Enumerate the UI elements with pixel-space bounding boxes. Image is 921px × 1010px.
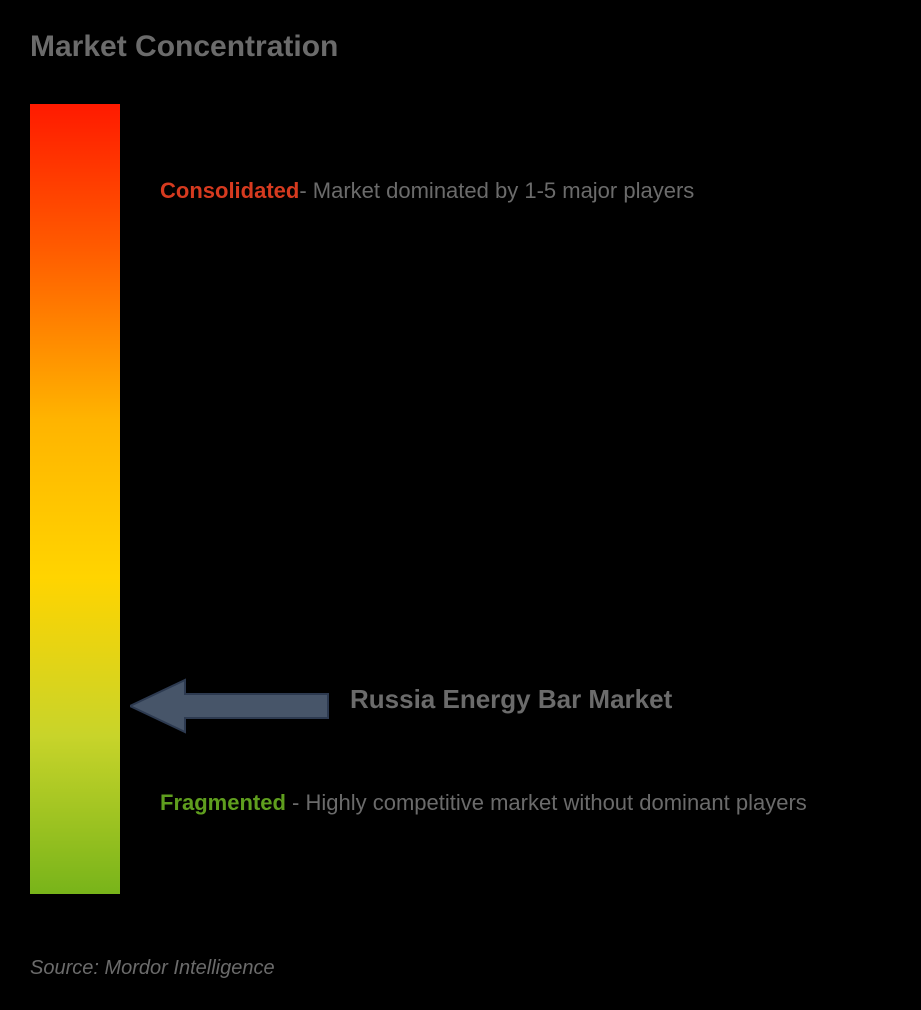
fragmented-desc: - Highly competitive market without domi… [286,790,807,815]
arrow-icon [130,680,328,732]
gradient-bar [30,104,120,894]
market-name-label: Russia Energy Bar Market [350,684,672,715]
consolidated-term: Consolidated [160,178,299,203]
concentration-chart: Consolidated- Market dominated by 1-5 ma… [30,104,891,924]
fragmented-term: Fragmented [160,790,286,815]
fragmented-label: Fragmented - Highly competitive market w… [160,784,900,821]
consolidated-label: Consolidated- Market dominated by 1-5 ma… [160,174,900,207]
marker-arrow [130,676,330,736]
source-attribution: Source: Mordor Intelligence [30,957,275,980]
page-title: Market Concentration [30,30,891,64]
consolidated-desc: - Market dominated by 1-5 major players [299,178,694,203]
